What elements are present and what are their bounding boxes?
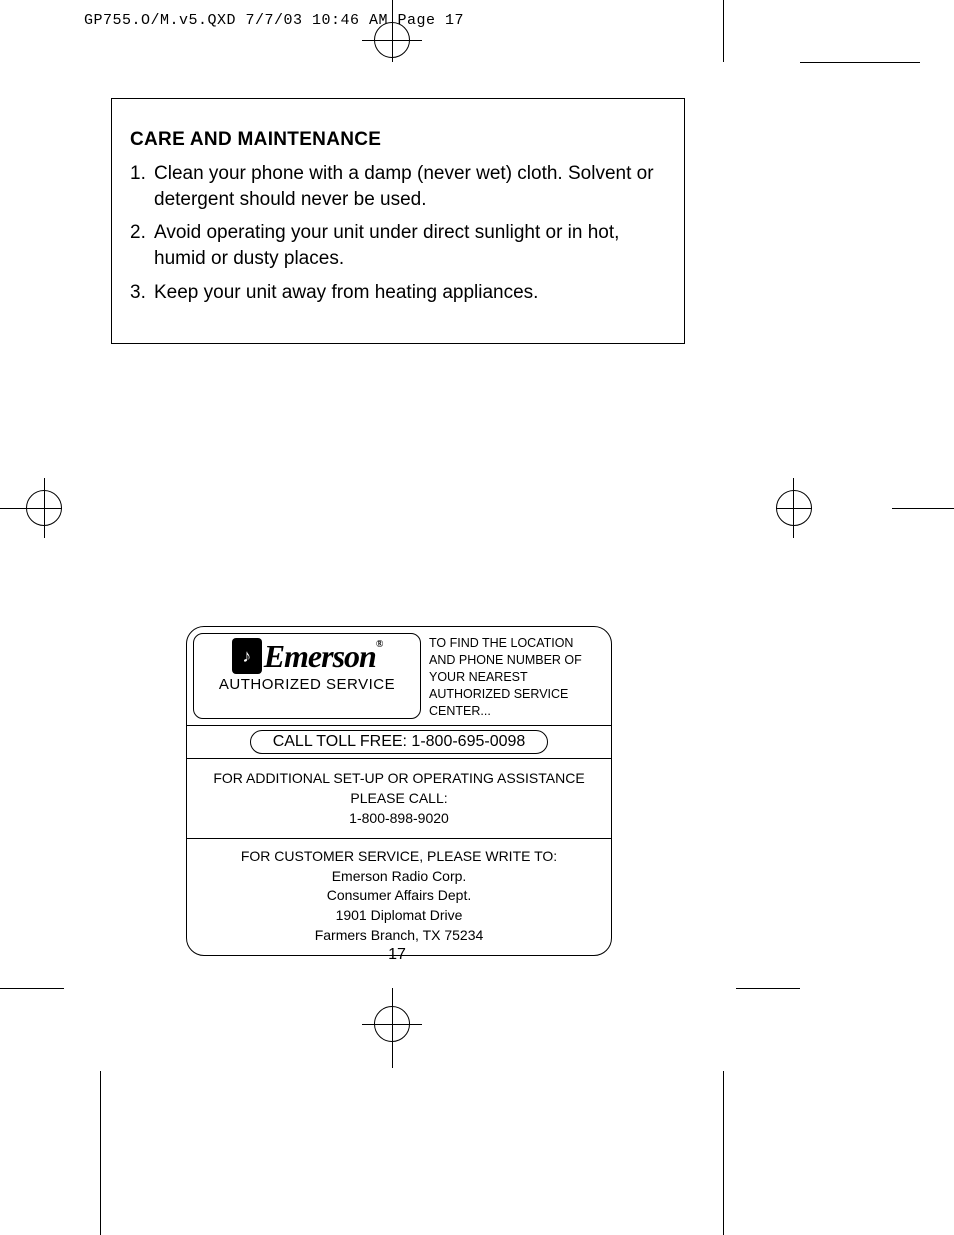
crop-mark bbox=[776, 508, 812, 509]
item-text: Keep your unit away from heating applian… bbox=[154, 280, 666, 306]
service-header-row: ♪ Emerson® AUTHORIZED SERVICE TO FIND TH… bbox=[187, 627, 611, 726]
item-text: Clean your phone with a damp (never wet)… bbox=[154, 161, 666, 212]
item-number: 3. bbox=[130, 280, 154, 306]
list-item: 3.Keep your unit away from heating appli… bbox=[130, 280, 666, 306]
crop-mark bbox=[723, 0, 724, 62]
assist-line: PLEASE CALL: bbox=[199, 789, 599, 809]
crop-mark bbox=[723, 1071, 724, 1235]
section-title: CARE AND MAINTENANCE bbox=[130, 129, 666, 151]
address-line: FOR CUSTOMER SERVICE, PLEASE WRITE TO: bbox=[199, 847, 599, 867]
brand-name: Emerson® bbox=[264, 640, 383, 672]
locate-service-text: TO FIND THE LOCATION AND PHONE NUMBER OF… bbox=[427, 627, 611, 725]
crop-mark bbox=[100, 1071, 101, 1235]
item-number: 1. bbox=[130, 161, 154, 212]
address-line: 1901 Diplomat Drive bbox=[199, 906, 599, 926]
address-line: Emerson Radio Corp. bbox=[199, 867, 599, 887]
list-item: 1.Clean your phone with a damp (never we… bbox=[130, 161, 666, 212]
crop-mark bbox=[800, 62, 920, 63]
address-line: Consumer Affairs Dept. bbox=[199, 886, 599, 906]
address-line: Farmers Branch, TX 75234 bbox=[199, 926, 599, 946]
crop-mark bbox=[0, 988, 64, 989]
assist-line: 1-800-898-9020 bbox=[199, 809, 599, 829]
item-number: 2. bbox=[130, 220, 154, 271]
registered-mark: ® bbox=[376, 639, 382, 650]
assist-line: FOR ADDITIONAL SET-UP OR OPERATING ASSIS… bbox=[199, 769, 599, 789]
crop-mark bbox=[736, 988, 800, 989]
crop-mark bbox=[392, 22, 393, 58]
brand-badge-icon: ♪ bbox=[232, 638, 262, 674]
item-text: Avoid operating your unit under direct s… bbox=[154, 220, 666, 271]
crop-mark bbox=[392, 1006, 393, 1042]
care-maintenance-box: CARE AND MAINTENANCE 1.Clean your phone … bbox=[111, 98, 685, 344]
authorized-service-label: AUTHORIZED SERVICE bbox=[200, 676, 414, 693]
brand-logo-cell: ♪ Emerson® AUTHORIZED SERVICE bbox=[193, 633, 421, 719]
page-number: 17 bbox=[0, 946, 794, 964]
list-item: 2.Avoid operating your unit under direct… bbox=[130, 220, 666, 271]
address-row: FOR CUSTOMER SERVICE, PLEASE WRITE TO: E… bbox=[187, 839, 611, 955]
crop-mark bbox=[26, 508, 62, 509]
assistance-row: FOR ADDITIONAL SET-UP OR OPERATING ASSIS… bbox=[187, 759, 611, 839]
toll-free-row: CALL TOLL FREE: 1-800-695-0098 bbox=[187, 726, 611, 759]
instruction-list: 1.Clean your phone with a damp (never we… bbox=[130, 161, 666, 305]
print-header: GP755.O/M.v5.QXD 7/7/03 10:46 AM Page 17 bbox=[84, 12, 464, 29]
service-info-box: ♪ Emerson® AUTHORIZED SERVICE TO FIND TH… bbox=[186, 626, 612, 956]
crop-mark bbox=[892, 508, 954, 509]
brand-logo: ♪ Emerson® bbox=[200, 638, 414, 674]
toll-free-number: CALL TOLL FREE: 1-800-695-0098 bbox=[250, 730, 549, 754]
